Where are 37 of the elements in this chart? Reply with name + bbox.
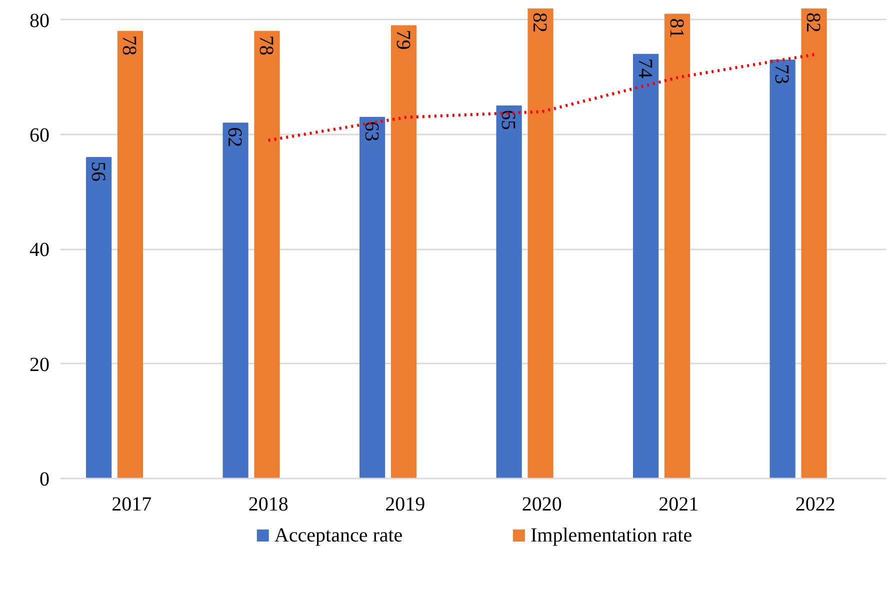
x-tick-label: 2022: [795, 494, 836, 516]
bar: [222, 122, 248, 478]
bar: [86, 157, 112, 478]
data-label: 56: [86, 162, 109, 182]
bar: [390, 25, 417, 478]
legend-label: Acceptance rate: [274, 524, 403, 546]
y-tick-label: 80: [30, 10, 50, 32]
data-label: 62: [224, 127, 246, 148]
bar: [359, 116, 386, 478]
bar: [528, 8, 554, 478]
x-tick-label: 2018: [248, 494, 288, 516]
x-tick-label: 2019: [385, 494, 426, 516]
data-label: 79: [392, 30, 414, 50]
data-label: 65: [497, 110, 520, 130]
bar: [633, 54, 659, 478]
bar: [254, 30, 280, 478]
y-tick-label: 40: [30, 239, 50, 262]
bar: [664, 14, 690, 478]
y-tick-label: 20: [30, 354, 50, 376]
x-tick-label: 2020: [522, 494, 562, 516]
data-label: 82: [528, 12, 551, 32]
y-tick-label: 0: [40, 468, 50, 490]
bar: [770, 60, 796, 478]
data-label: 78: [118, 35, 140, 56]
x-tick-label: 2021: [658, 494, 699, 516]
x-tick-label: 2017: [112, 494, 152, 516]
bar: [117, 30, 144, 478]
data-label: 73: [770, 64, 793, 84]
legend-label: Implementation rate: [530, 524, 692, 546]
data-label: 82: [802, 12, 824, 32]
bar: [801, 8, 827, 478]
data-label: 74: [634, 58, 656, 78]
data-label: 81: [665, 18, 688, 38]
data-label: 78: [255, 35, 277, 56]
data-label: 63: [360, 121, 382, 142]
bar: [496, 105, 522, 478]
y-tick-label: 60: [30, 124, 50, 147]
